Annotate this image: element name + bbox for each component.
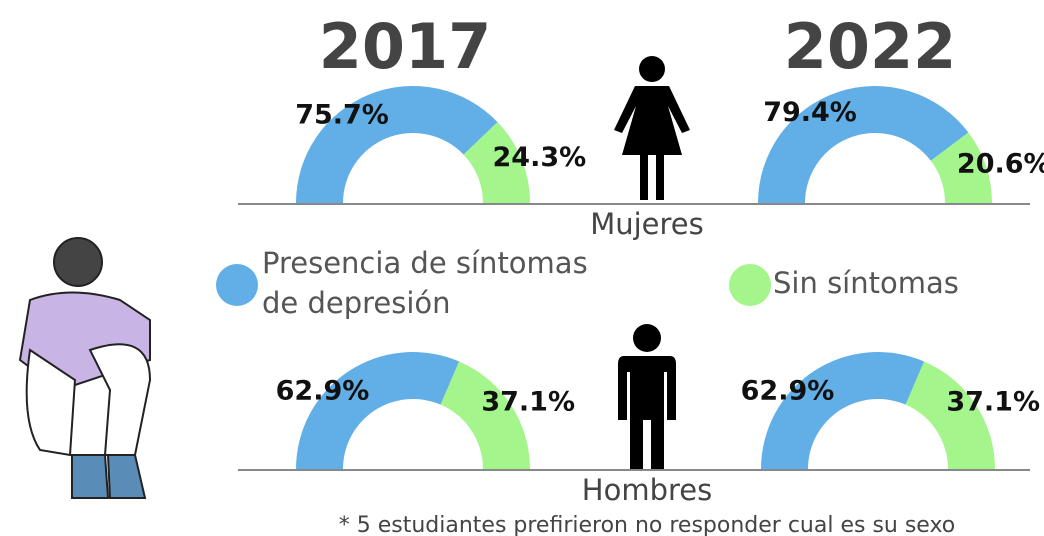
donut-segment xyxy=(761,352,924,469)
group-label: Hombres xyxy=(582,473,712,507)
group-label: Mujeres xyxy=(590,207,704,241)
person-illustration xyxy=(20,238,150,498)
infographic: 2017 2022 Mujeres Hombres Presencia de s… xyxy=(0,0,1044,536)
man-icon xyxy=(618,324,676,470)
value-label: 62.9% xyxy=(276,376,370,407)
value-label: 37.1% xyxy=(481,386,575,417)
woman-icon xyxy=(614,56,690,200)
value-label: 79.4% xyxy=(763,97,857,128)
footnote: * 5 estudiantes prefirieron no responder… xyxy=(339,513,956,536)
legend-swatch xyxy=(216,264,258,306)
value-label: 20.6% xyxy=(957,148,1044,179)
value-label: 62.9% xyxy=(741,376,835,407)
value-label: 75.7% xyxy=(295,99,389,130)
value-label: 37.1% xyxy=(946,386,1040,417)
legend-label: Sin síntomas xyxy=(773,266,959,300)
donut-segment xyxy=(296,352,459,469)
year-label: 2022 xyxy=(784,10,957,83)
legend-swatch xyxy=(729,264,771,306)
value-label: 24.3% xyxy=(493,142,587,173)
year-label: 2017 xyxy=(319,10,492,83)
